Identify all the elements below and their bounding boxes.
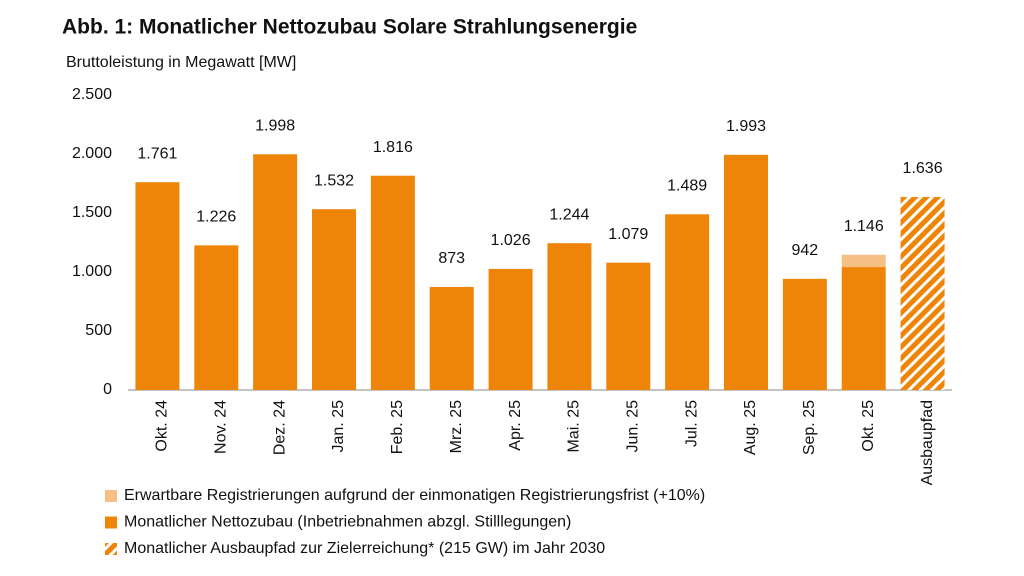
y-tick-label: 1.000	[72, 263, 112, 280]
legend-swatch	[105, 516, 117, 529]
value-label: 1.532	[314, 172, 354, 189]
x-tick-label: Jan. 25	[330, 400, 347, 453]
x-tick-label: Dez. 24	[271, 400, 288, 455]
value-label: 1.489	[667, 178, 707, 195]
bar	[194, 245, 239, 390]
x-tick-label: Mai. 25	[566, 400, 583, 453]
value-label: 873	[438, 250, 465, 267]
value-label: 1.026	[491, 232, 531, 249]
bar	[782, 278, 827, 390]
value-label: 1.998	[255, 117, 295, 134]
bar	[253, 154, 298, 390]
x-tick-label: Aug. 25	[742, 400, 759, 455]
value-label: 1.079	[608, 226, 648, 243]
value-label: 942	[792, 242, 819, 259]
bar	[724, 154, 768, 390]
y-tick-label: 500	[85, 322, 112, 339]
x-tick-label: Apr. 25	[507, 400, 524, 451]
bar	[547, 243, 592, 390]
bar	[841, 267, 886, 390]
y-tick-label: 2.000	[72, 145, 112, 162]
legend-label: Erwartbare Registrierungen aufgrund der …	[124, 487, 705, 504]
y-tick-label: 1.500	[72, 204, 112, 221]
legend-swatch	[105, 543, 117, 555]
x-tick-label: Ausbaupfad	[919, 400, 936, 485]
x-tick-label: Okt. 25	[860, 400, 877, 452]
legend-swatch	[105, 490, 117, 502]
x-tick-label: Jun. 25	[625, 400, 642, 453]
value-label: 1.244	[549, 206, 589, 223]
x-tick-label: Nov. 24	[213, 400, 230, 454]
x-tick-label: Sep. 25	[801, 400, 818, 455]
value-label: 1.993	[726, 118, 766, 135]
x-tick-label: Jul. 25	[683, 400, 700, 447]
bar	[900, 196, 945, 390]
x-tick-label: Mrz. 25	[448, 400, 465, 453]
bar	[665, 214, 710, 390]
bar	[312, 209, 356, 390]
value-label: 1.146	[844, 218, 884, 235]
bar	[370, 175, 415, 390]
bar	[606, 262, 651, 390]
bar	[429, 286, 474, 390]
value-label: 1.816	[373, 139, 413, 156]
value-label: 1.761	[137, 145, 177, 162]
bar	[488, 268, 533, 390]
y-tick-label: 2.500	[72, 86, 112, 103]
y-tick-label: 0	[103, 381, 112, 398]
chart-subtitle: Bruttoleistung in Megawatt [MW]	[66, 54, 296, 71]
x-tick-label: Feb. 25	[389, 400, 406, 454]
bar	[841, 254, 886, 268]
value-label: 1.636	[903, 160, 943, 177]
bar	[135, 182, 180, 390]
legend-label: Monatlicher Ausbaupfad zur Zielerreichun…	[124, 540, 605, 557]
chart-title: Abb. 1: Monatlicher Nettozubau Solare St…	[62, 16, 637, 39]
legend-label: Monatlicher Nettozubau (Inbetriebnahmen …	[124, 514, 571, 531]
x-tick-label: Okt. 24	[154, 400, 171, 452]
value-label: 1.226	[196, 209, 236, 226]
